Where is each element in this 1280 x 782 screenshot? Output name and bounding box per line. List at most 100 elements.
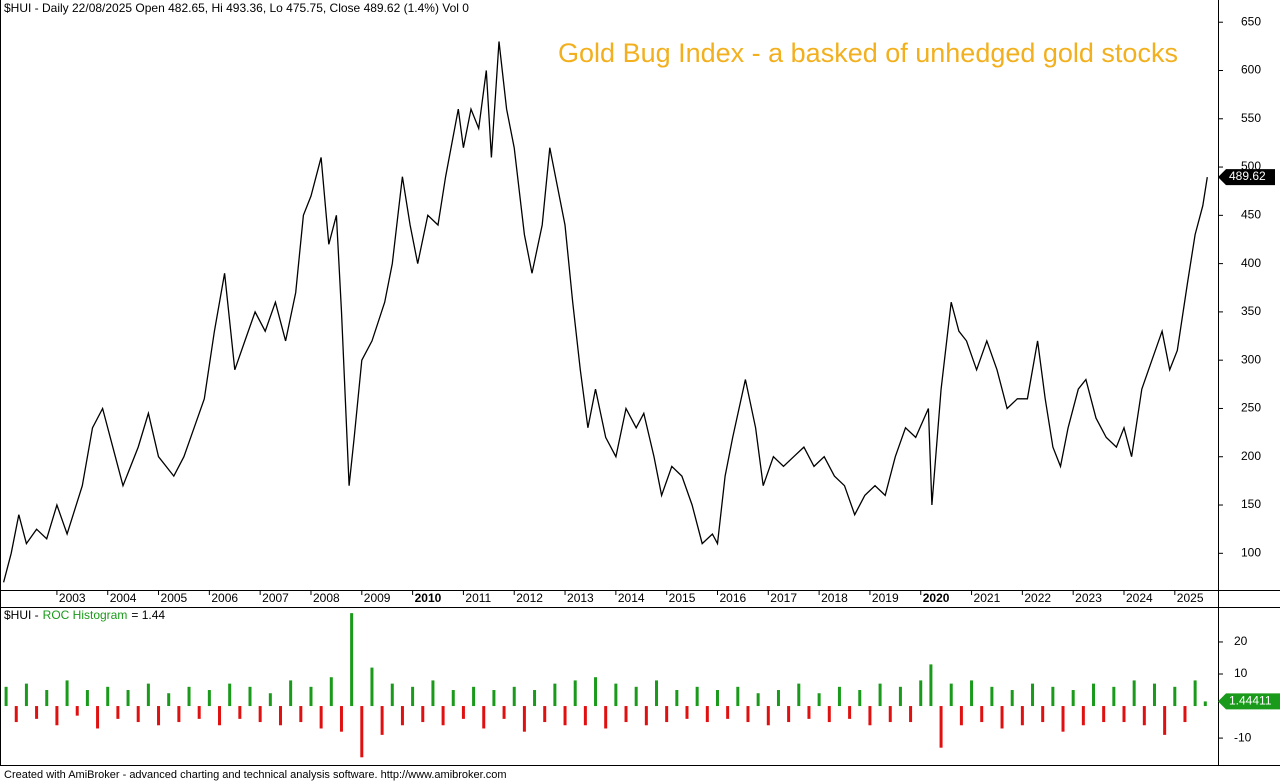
indicator-title: $HUI - ROC Histogram = 1.44 <box>4 608 165 622</box>
roc-bar <box>715 690 719 707</box>
roc-bar <box>492 690 496 707</box>
roc-bar <box>1010 690 1014 707</box>
roc-bar <box>634 686 638 707</box>
roc-bar <box>157 706 161 726</box>
roc-bar <box>1071 690 1075 707</box>
roc-bar <box>14 706 18 723</box>
roc-bar <box>959 706 963 726</box>
y-tick-label: -10 <box>1234 730 1252 744</box>
roc-bar <box>106 686 110 707</box>
roc-bar <box>817 693 821 707</box>
roc-bar <box>807 706 811 719</box>
roc-bar <box>868 706 872 726</box>
x-tick-label: 2022 <box>1024 591 1051 605</box>
roc-bar <box>888 706 892 723</box>
roc-bar <box>258 706 262 723</box>
roc-bar <box>431 680 435 707</box>
roc-bar <box>543 706 547 723</box>
last-value-box <box>1218 169 1275 186</box>
x-tick-label: 2013 <box>567 591 594 605</box>
y-tick-label: 350 <box>1241 304 1261 318</box>
roc-bar <box>929 664 933 707</box>
roc-bar <box>1142 706 1146 726</box>
roc-bar <box>167 693 171 707</box>
roc-bar <box>1061 706 1065 732</box>
roc-bar <box>614 683 618 707</box>
roc-bar <box>370 667 374 707</box>
roc-bar <box>1173 686 1177 707</box>
roc-bar <box>898 686 902 707</box>
y-tick-label: 450 <box>1241 208 1261 222</box>
roc-bar <box>218 706 222 726</box>
roc-bar <box>909 706 913 723</box>
roc-bar <box>1132 680 1136 707</box>
y-tick-label: 20 <box>1234 634 1248 648</box>
roc-bar <box>522 706 526 732</box>
y-tick-label: 300 <box>1241 352 1261 366</box>
roc-bar <box>1193 680 1197 707</box>
roc-bar <box>116 706 120 719</box>
roc-bar <box>55 706 59 726</box>
roc-bar <box>512 686 516 707</box>
roc-bar <box>1163 706 1167 735</box>
roc-bar <box>24 683 28 707</box>
roc-bar <box>228 683 232 707</box>
price-line <box>2 41 1208 583</box>
roc-bar <box>848 706 852 719</box>
roc-bar <box>746 706 750 723</box>
roc-bar <box>594 677 598 707</box>
x-tick-label: 2012 <box>516 591 543 605</box>
x-tick-label: 2021 <box>974 591 1001 605</box>
x-tick-label: 2005 <box>161 591 188 605</box>
indicator-value: = 1.44 <box>131 608 165 622</box>
y-tick-label: 550 <box>1241 111 1261 125</box>
roc-bar <box>665 706 669 723</box>
roc-bar <box>970 680 974 707</box>
x-tick-label: 2020 <box>923 591 950 605</box>
x-tick-label: 2025 <box>1177 591 1204 605</box>
roc-bar <box>45 690 49 707</box>
roc-bar <box>248 686 252 707</box>
roc-bar <box>451 690 455 707</box>
roc-bar <box>980 706 984 723</box>
roc-bar <box>482 706 486 729</box>
roc-bar <box>502 706 506 719</box>
y-tick-label: 100 <box>1241 545 1261 559</box>
last-value-label: 489.62 <box>1229 169 1266 183</box>
last-value-box <box>1218 693 1280 710</box>
indicator-name: ROC Histogram <box>43 608 128 622</box>
roc-bar <box>624 706 628 723</box>
x-tick-label: 2011 <box>465 591 491 605</box>
roc-bar <box>441 706 445 726</box>
roc-bar <box>675 690 679 707</box>
roc-bar <box>1020 706 1024 726</box>
roc-bar <box>837 686 841 707</box>
roc-bar <box>268 693 272 707</box>
roc-bar <box>400 706 404 726</box>
x-tick-label: 2009 <box>364 591 391 605</box>
last-value-label: 1.44411 <box>1229 694 1272 708</box>
roc-bar <box>705 706 709 723</box>
roc-bar <box>644 706 648 726</box>
roc-bar <box>655 680 659 707</box>
roc-bar <box>1102 706 1106 723</box>
roc-bar <box>96 706 100 729</box>
footer: Created with AmiBroker - advanced charti… <box>4 769 507 781</box>
roc-bar <box>207 690 211 707</box>
roc-bar <box>238 706 242 719</box>
roc-bar <box>919 680 923 707</box>
x-tick-label: 2006 <box>211 591 238 605</box>
x-tick-label: 2019 <box>872 591 899 605</box>
roc-bar <box>533 690 537 707</box>
roc-bar <box>390 683 394 707</box>
roc-bar <box>1122 706 1126 723</box>
y-tick-label: 250 <box>1241 401 1261 415</box>
roc-bar <box>797 683 801 707</box>
roc-bar <box>1183 706 1187 723</box>
roc-bar <box>1051 686 1055 707</box>
x-tick-label: 2016 <box>719 591 746 605</box>
y-tick-label: 400 <box>1241 256 1261 270</box>
roc-bar <box>1041 706 1045 723</box>
roc-bar <box>1081 706 1085 726</box>
